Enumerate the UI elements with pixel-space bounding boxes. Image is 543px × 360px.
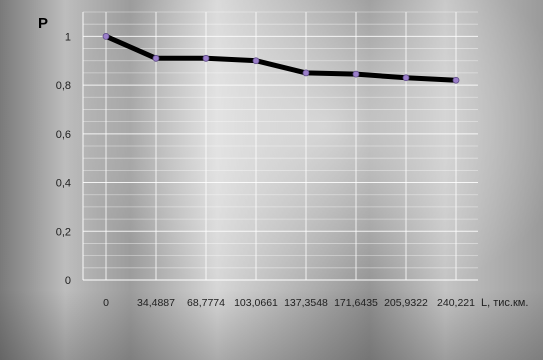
x-tick-label: 205,9322 (384, 297, 428, 309)
labels: 0 0,2 0,4 0,6 0,8 1 0 34,4887 68,7774 103,0661 137… (56, 31, 475, 309)
y-tick-label: 0 (65, 275, 71, 287)
data-point (152, 54, 160, 62)
x-tick-label: 68,7774 (187, 297, 225, 309)
y-tick-label: 1 (65, 31, 71, 43)
x-tick-label: 137,3548 (284, 297, 328, 309)
x-tick-label: 240,221 (437, 297, 475, 309)
y-tick-label: 0,2 (56, 226, 71, 238)
x-tick-label: 103,0661 (234, 297, 278, 309)
data-point (402, 74, 410, 82)
x-tick-label: 171,6435 (334, 297, 378, 309)
series-line (103, 33, 459, 83)
y-axis-title: P (38, 15, 48, 32)
y-tick-label: 0,6 (56, 129, 71, 141)
x-axis-title: L, тис.км. (481, 297, 528, 309)
x-tick-label: 0 (103, 297, 109, 309)
data-point (252, 57, 260, 65)
data-point (202, 54, 210, 62)
axes (82, 12, 478, 281)
data-point (302, 69, 310, 77)
x-tick-label: 34,4887 (137, 297, 175, 309)
data-point (452, 76, 460, 84)
data-point (352, 70, 360, 78)
series (102, 32, 460, 84)
y-tick-label: 0,8 (56, 80, 71, 92)
grid (83, 11, 478, 281)
data-point (102, 32, 110, 40)
y-tick-label: 0,4 (56, 178, 71, 190)
